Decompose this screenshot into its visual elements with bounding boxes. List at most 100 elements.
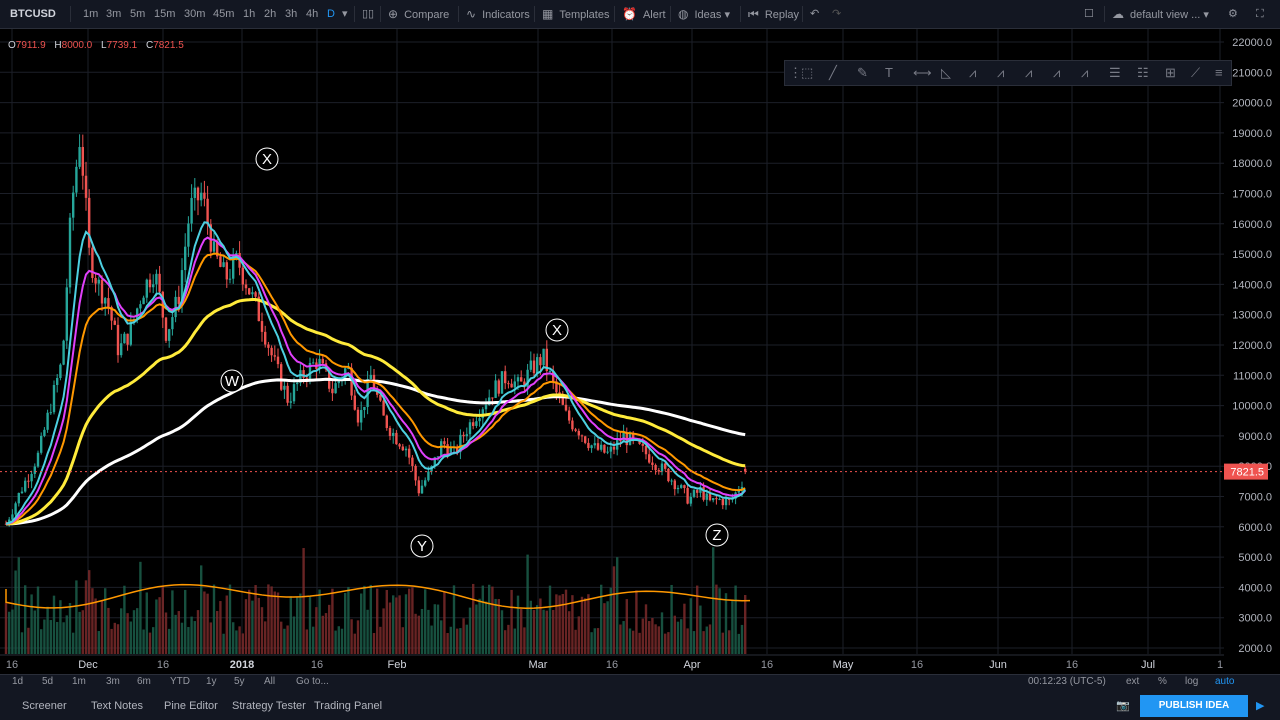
tab-trading-panel[interactable]: Trading Panel: [314, 700, 383, 712]
range-YTD[interactable]: YTD: [170, 676, 190, 687]
interval-5m[interactable]: 5m: [130, 8, 146, 20]
range-All[interactable]: All: [264, 676, 276, 687]
volume-bar: [139, 561, 142, 654]
goto-button[interactable]: Go to...: [296, 676, 329, 687]
camera-icon[interactable]: 📷: [1116, 700, 1130, 712]
time-tick-label: 16: [606, 659, 618, 671]
range-6m[interactable]: 6m: [137, 676, 151, 687]
candle-body: [43, 429, 46, 436]
gann-icon[interactable]: ☷: [1137, 65, 1149, 80]
candle-body: [251, 292, 254, 295]
pattern-icon[interactable]: ⩘: [1081, 65, 1089, 80]
fan-icon[interactable]: ⟋: [1191, 65, 1201, 80]
tab-strategy-tester[interactable]: Strategy Tester: [232, 700, 306, 712]
publish-idea-button[interactable]: PUBLISH IDEA: [1140, 695, 1248, 717]
triangle-icon[interactable]: ◺: [941, 65, 951, 80]
candle-body: [657, 470, 660, 472]
range-5y[interactable]: 5y: [234, 676, 245, 687]
interval-4h[interactable]: 4h: [306, 8, 319, 20]
volume-bar: [244, 599, 248, 654]
price-tick-label: 14000.0: [1232, 279, 1272, 291]
volume-bar: [398, 595, 401, 654]
price-tick-label: 10000.0: [1232, 401, 1272, 413]
candle-body: [62, 340, 65, 365]
tab-pine-editor[interactable]: Pine Editor: [164, 700, 218, 712]
horizontal-line-icon[interactable]: ⟷: [913, 65, 932, 80]
divider: [380, 6, 381, 22]
chevron-down-icon[interactable]: ▾: [342, 8, 348, 20]
volume-bar: [660, 612, 664, 654]
percent-toggle[interactable]: %: [1158, 676, 1167, 687]
range-1y[interactable]: 1y: [206, 676, 217, 687]
compare-button[interactable]: ⊕ Compare: [388, 0, 449, 28]
interval-1m[interactable]: 1m: [83, 8, 99, 20]
volume-bar: [209, 622, 212, 654]
volume-bar: [385, 589, 388, 654]
interval-45m[interactable]: 45m: [213, 8, 235, 20]
alert-button[interactable]: ⏰ Alert: [622, 0, 666, 28]
interval-3m[interactable]: 3m: [106, 8, 122, 20]
trend-line-icon[interactable]: ╱: [829, 65, 837, 80]
wave-ab-icon[interactable]: ⩘: [1025, 65, 1033, 80]
range-1d[interactable]: 1d: [12, 676, 24, 687]
volume-bar: [686, 628, 689, 654]
brush-icon[interactable]: ✎: [857, 65, 868, 80]
tab-screener[interactable]: Screener: [22, 700, 67, 712]
undo-icon[interactable]: ↶: [810, 8, 820, 20]
wave-wxy-icon[interactable]: ⩘: [969, 65, 977, 80]
range-5d[interactable]: 5d: [42, 676, 54, 687]
volume-bar: [187, 627, 190, 654]
camera-snapshot-icon[interactable]: ⛶: [1256, 8, 1264, 20]
top-toolbar: BTCUSD 1m 3m 5m 15m 30m 45m 1h 2h 3h 4h D ▾ ▯▯ ⊕ Co…: [0, 0, 1280, 29]
candle-body: [155, 273, 158, 285]
wave-circle: [220, 369, 244, 393]
candle-body: [494, 380, 497, 398]
range-1m[interactable]: 1m: [72, 676, 86, 687]
tab-text-notes[interactable]: Text Notes: [91, 700, 143, 712]
drag-handle-icon[interactable]: ⋮: [789, 65, 802, 80]
wave-12-icon[interactable]: ⩘: [1053, 65, 1061, 80]
candle-body: [264, 331, 267, 345]
volume-bar: [635, 590, 638, 654]
layout-select[interactable]: ☁ default view ... ▾: [1112, 0, 1209, 28]
volume-bar: [430, 625, 433, 654]
range-3m[interactable]: 3m: [106, 676, 120, 687]
replay-button[interactable]: ⏮ Replay: [748, 0, 799, 28]
candle-body: [8, 519, 11, 524]
select-rect-icon[interactable]: ⬚: [801, 65, 814, 80]
symbol-search[interactable]: BTCUSD: [10, 8, 56, 20]
interval-2h[interactable]: 2h: [264, 8, 277, 20]
ma-magenta: [5, 236, 746, 525]
interval-15m[interactable]: 15m: [154, 8, 176, 20]
time-tick-label: Dec: [78, 659, 98, 671]
redo-icon[interactable]: ↷: [832, 8, 842, 20]
indicators-button[interactable]: ∿ Indicators: [466, 0, 530, 28]
wave-abc-icon[interactable]: ⩘: [997, 65, 1005, 80]
gear-icon[interactable]: ⚙: [1228, 8, 1238, 20]
fullscreen-icon[interactable]: ☐: [1084, 8, 1094, 20]
candle-body: [347, 367, 350, 369]
candle-body: [520, 377, 523, 382]
log-toggle[interactable]: log: [1185, 676, 1199, 687]
text-icon[interactable]: T: [885, 65, 893, 80]
interval-3h[interactable]: 3h: [285, 8, 298, 20]
interval-1h[interactable]: 1h: [243, 8, 256, 20]
candle-body: [308, 362, 312, 379]
interval-D[interactable]: D: [327, 8, 335, 20]
candle-body: [187, 223, 190, 247]
ext-toggle[interactable]: ext: [1126, 676, 1140, 687]
more-tools-icon[interactable]: ≡: [1215, 65, 1223, 80]
volume-bar: [478, 598, 481, 654]
fib-icon[interactable]: ☰: [1109, 65, 1121, 80]
play-circle-icon[interactable]: ▶: [1256, 700, 1265, 712]
ideas-button[interactable]: ◍ Ideas ▾: [678, 0, 730, 28]
candles-icon[interactable]: ▯▯: [362, 8, 375, 20]
interval-30m[interactable]: 30m: [184, 8, 206, 20]
volume-bar: [411, 587, 414, 654]
templates-button[interactable]: ▦ Templates: [542, 0, 609, 28]
auto-toggle[interactable]: auto: [1215, 676, 1235, 687]
volume-bar: [446, 633, 449, 654]
candle-body: [190, 197, 193, 224]
grid-icon[interactable]: ⊞: [1165, 65, 1176, 80]
